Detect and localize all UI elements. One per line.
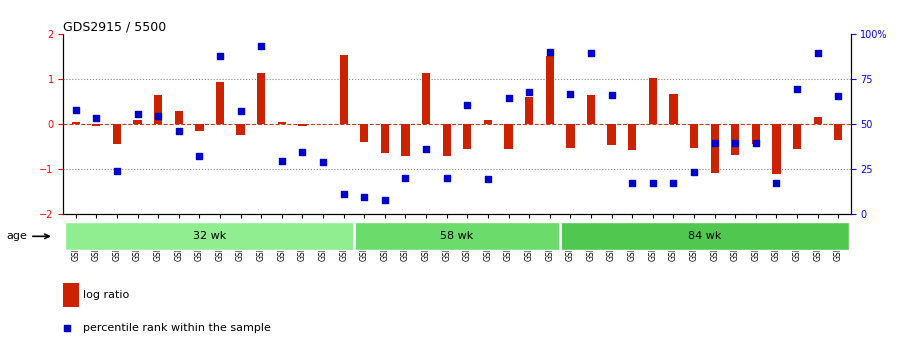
- Text: percentile rank within the sample: percentile rank within the sample: [83, 323, 271, 333]
- Point: [89, 116, 103, 121]
- Bar: [814, 117, 822, 124]
- Bar: [402, 124, 410, 156]
- Bar: [63, 283, 79, 307]
- Bar: [195, 124, 204, 131]
- Point: [69, 107, 83, 112]
- FancyBboxPatch shape: [560, 223, 849, 250]
- Point: [790, 87, 805, 92]
- Bar: [710, 124, 719, 172]
- Bar: [154, 95, 162, 124]
- Bar: [567, 124, 575, 148]
- Bar: [443, 124, 451, 156]
- Point: [687, 169, 701, 175]
- Point: [605, 92, 619, 98]
- Bar: [339, 55, 348, 124]
- Point: [486, 151, 500, 156]
- Bar: [504, 124, 512, 149]
- Bar: [607, 124, 615, 145]
- Point: [501, 96, 516, 101]
- Point: [625, 181, 640, 186]
- Point: [831, 93, 845, 99]
- FancyBboxPatch shape: [354, 223, 560, 250]
- Text: GDS2915 / 5500: GDS2915 / 5500: [63, 20, 167, 33]
- Point: [728, 140, 742, 146]
- Point: [419, 146, 433, 152]
- Bar: [628, 124, 636, 150]
- Bar: [772, 124, 781, 175]
- Point: [213, 53, 227, 59]
- Point: [542, 49, 557, 54]
- Point: [192, 154, 206, 159]
- Text: 84 wk: 84 wk: [688, 231, 721, 241]
- Point: [398, 175, 413, 181]
- Bar: [525, 97, 533, 124]
- Bar: [278, 122, 286, 124]
- Point: [316, 159, 330, 165]
- Text: 32 wk: 32 wk: [193, 231, 226, 241]
- Bar: [360, 124, 368, 142]
- Text: log ratio: log ratio: [83, 290, 129, 300]
- Point: [584, 51, 598, 56]
- Point: [440, 175, 454, 181]
- Bar: [731, 124, 739, 155]
- Point: [151, 114, 166, 119]
- Bar: [793, 124, 801, 149]
- Bar: [71, 122, 80, 124]
- FancyBboxPatch shape: [65, 223, 354, 250]
- Bar: [381, 124, 389, 153]
- Bar: [670, 94, 678, 124]
- Point: [233, 108, 248, 114]
- Bar: [92, 124, 100, 126]
- Point: [811, 51, 825, 56]
- Bar: [834, 124, 843, 140]
- Bar: [236, 124, 244, 135]
- Bar: [586, 95, 595, 124]
- Point: [130, 111, 145, 117]
- Text: age: age: [6, 231, 49, 241]
- Bar: [690, 124, 698, 148]
- Point: [666, 181, 681, 186]
- Bar: [546, 56, 554, 124]
- Bar: [257, 73, 265, 124]
- Bar: [752, 124, 760, 144]
- Bar: [649, 78, 657, 124]
- Bar: [175, 111, 183, 124]
- Point: [769, 181, 784, 186]
- Point: [377, 198, 392, 203]
- Point: [295, 149, 310, 155]
- Bar: [133, 120, 142, 124]
- Bar: [422, 73, 430, 124]
- Text: 58 wk: 58 wk: [441, 231, 473, 241]
- Point: [172, 128, 186, 134]
- Point: [274, 158, 289, 164]
- Point: [522, 89, 537, 95]
- Point: [254, 43, 269, 48]
- Bar: [113, 124, 121, 144]
- Point: [748, 140, 763, 146]
- Point: [708, 140, 722, 146]
- Bar: [216, 82, 224, 124]
- Point: [645, 181, 660, 186]
- Point: [110, 168, 124, 174]
- Point: [357, 194, 372, 200]
- Point: [460, 102, 474, 108]
- Point: [481, 176, 495, 182]
- Point: [337, 191, 351, 196]
- Bar: [463, 124, 472, 149]
- Bar: [299, 124, 307, 126]
- Point: [563, 91, 577, 97]
- Bar: [484, 120, 492, 124]
